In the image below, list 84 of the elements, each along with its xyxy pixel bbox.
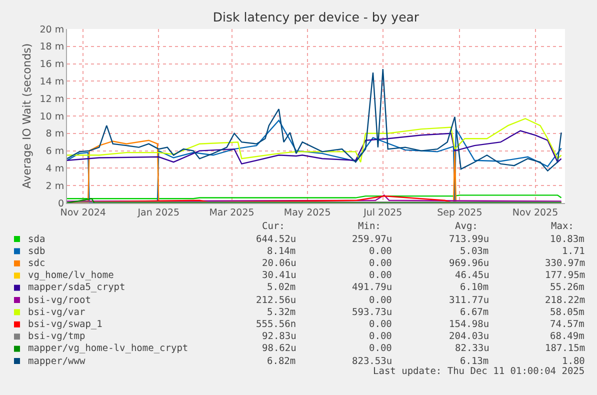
- y-axis-title: Average IO Wait (seconds): [20, 43, 34, 189]
- legend-label: vg_home/lv_home: [28, 270, 114, 281]
- text: 8.14m: [267, 246, 296, 257]
- y-tick-label: 0: [58, 198, 64, 210]
- line-series: [67, 118, 562, 163]
- text: 644.52u: [256, 234, 296, 245]
- text: 6.82m: [267, 356, 296, 367]
- text: 154.98u: [449, 319, 490, 330]
- text: 0.00: [369, 319, 392, 330]
- x-tick-label: Jul 2025: [362, 207, 402, 218]
- text: 30.41u: [262, 270, 296, 281]
- text: 0.00: [369, 295, 392, 306]
- text: 311.77u: [449, 295, 490, 306]
- y-tick-label: 6 m: [46, 146, 64, 158]
- y-tick-label: 8 m: [46, 128, 64, 140]
- text: 204.03u: [449, 331, 490, 342]
- legend-label: sdb: [28, 246, 46, 257]
- text: 6.67m: [460, 307, 489, 318]
- legend-label: bsi-vg/var: [28, 307, 86, 318]
- y-tick-label: 10 m: [40, 111, 64, 122]
- text: 0.00: [369, 270, 392, 281]
- x-tick-label: Nov 2024: [60, 207, 106, 218]
- text: 6.10m: [460, 282, 489, 293]
- legend-label: mapper/vg_home-lv_home_crypt: [28, 343, 188, 354]
- x-tick-label: Mar 2025: [209, 207, 254, 218]
- text: 823.53u: [352, 356, 392, 367]
- y-tick-label: 18 m: [40, 42, 64, 53]
- text: 177.95m: [545, 270, 586, 281]
- line-series: [67, 130, 562, 164]
- text: 82.33u: [455, 343, 490, 354]
- legend-label: mapper/sda5_crypt: [28, 282, 126, 293]
- legend-label: bsi-vg/root: [28, 295, 91, 306]
- text: 20.06u: [262, 258, 296, 269]
- legend-label: bsi-vg/tmp: [28, 331, 86, 342]
- text: 0.00: [369, 246, 392, 257]
- text: 1.80: [562, 356, 586, 367]
- y-tick-label: 12 m: [40, 94, 64, 105]
- text: 491.79u: [352, 282, 392, 293]
- text: 218.22m: [545, 295, 586, 306]
- line-series: [67, 68, 562, 172]
- x-tick-label: Nov 2025: [512, 207, 558, 218]
- text: 713.99u: [449, 234, 490, 245]
- text: 5.03m: [460, 246, 489, 257]
- text: 10.83m: [550, 234, 585, 245]
- legend-label: mapper/www: [28, 356, 86, 367]
- text: 58.05m: [550, 307, 585, 318]
- text: Cur:: [262, 221, 285, 232]
- text: 5.32m: [267, 307, 296, 318]
- x-tick-label: Sep 2025: [437, 207, 482, 218]
- text: 259.97u: [352, 234, 392, 245]
- text: 0.00: [369, 343, 392, 354]
- text: 1.71: [562, 246, 586, 257]
- x-tick-label: Jan 2025: [136, 207, 180, 218]
- text: 555.56n: [256, 319, 296, 330]
- x-tick-label: May 2025: [284, 207, 331, 218]
- legend-label: bsi-vg/swap_1: [28, 319, 103, 330]
- y-tick-label: 14 m: [40, 76, 64, 88]
- text: 5.02m: [267, 282, 296, 293]
- y-tick-label: 20 m: [40, 24, 64, 36]
- text: 68.49m: [550, 331, 585, 342]
- text: Last update: Thu Dec 11 01:00:04 2025: [373, 366, 585, 377]
- text: Avg:: [455, 221, 478, 232]
- text: 0.00: [369, 258, 392, 269]
- text: 187.15m: [545, 343, 586, 354]
- line-series: [67, 120, 562, 203]
- text: 98.62u: [262, 343, 296, 354]
- text: 212.56u: [256, 295, 296, 306]
- text: 55.26m: [550, 282, 585, 293]
- chart-title: Disk latency per device - by year: [212, 9, 420, 24]
- y-tick-label: 4 m: [46, 164, 64, 175]
- text: Max:: [551, 221, 574, 232]
- text: 74.57m: [550, 319, 585, 330]
- legend-label: sda: [28, 234, 46, 245]
- text: 0.00: [369, 331, 392, 342]
- text: Min:: [358, 221, 381, 232]
- text: 92.83u: [262, 331, 296, 342]
- legend-label: sdc: [28, 258, 46, 269]
- y-tick-label: 16 m: [40, 59, 64, 70]
- text: 593.73u: [352, 307, 392, 318]
- text: 6.13m: [460, 356, 489, 367]
- text: 46.45u: [455, 270, 490, 281]
- y-tick-label: 2 m: [46, 180, 64, 192]
- text: 330.97m: [545, 258, 586, 269]
- text: 969.96u: [449, 258, 490, 269]
